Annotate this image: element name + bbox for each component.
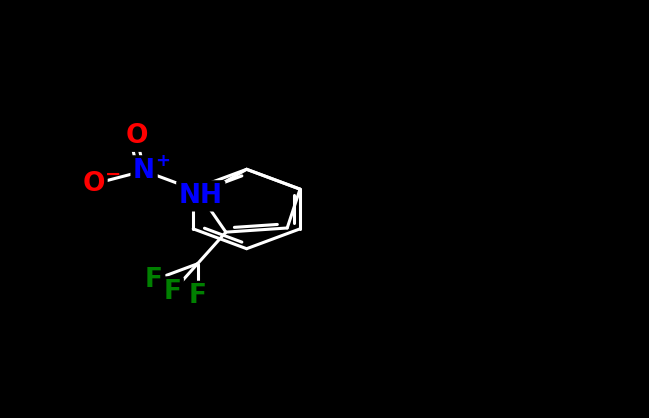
Text: O: O bbox=[125, 123, 148, 149]
Text: NH: NH bbox=[179, 183, 223, 209]
Text: F: F bbox=[188, 283, 206, 309]
Text: N: N bbox=[133, 158, 155, 184]
Text: O: O bbox=[82, 171, 105, 197]
Text: −: − bbox=[105, 164, 121, 184]
Text: +: + bbox=[154, 152, 170, 170]
Text: F: F bbox=[164, 279, 181, 305]
Text: F: F bbox=[145, 267, 163, 293]
